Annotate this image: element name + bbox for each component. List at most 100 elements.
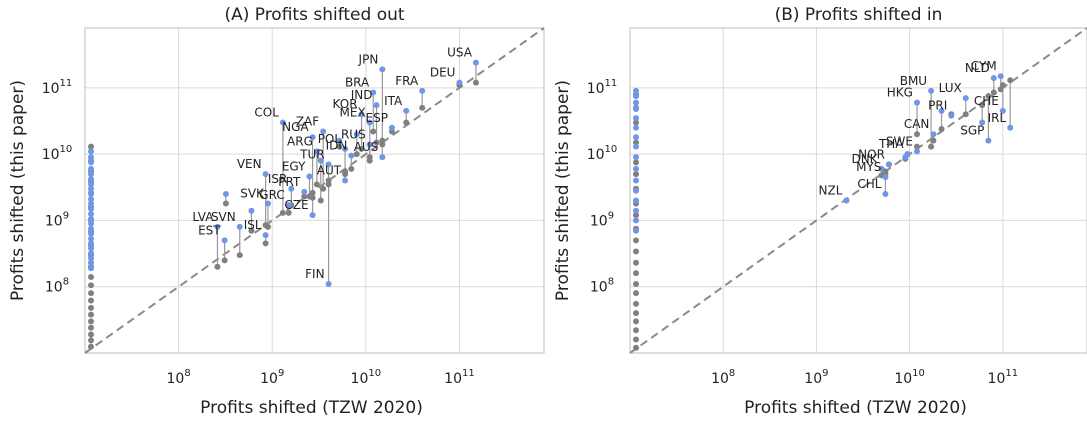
point-this-paper (913, 148, 920, 155)
point-this-paper (882, 174, 889, 181)
y-tick-label: 1010 (42, 144, 73, 163)
point-tzw (285, 209, 292, 216)
point-this-paper (403, 107, 410, 114)
country-label: ESP (366, 111, 388, 125)
axis-point-this-paper (88, 185, 94, 192)
point-tzw (325, 177, 332, 184)
axis-point-this-paper (633, 115, 639, 122)
axis-point-tzw (633, 119, 639, 126)
axis-point-this-paper (633, 87, 639, 94)
axis-point-tzw (633, 327, 639, 334)
point-this-paper (325, 280, 332, 287)
country-label: USA (447, 46, 473, 60)
axis-point-this-paper (88, 176, 94, 183)
axis-point-this-paper (88, 255, 94, 262)
point-this-paper (388, 124, 395, 131)
point-this-paper (248, 207, 255, 214)
country-label: ISR (268, 172, 288, 186)
y-tick-label: 108 (45, 277, 69, 296)
x-tick-label: 1010 (894, 368, 925, 387)
point-this-paper (843, 197, 850, 204)
country-label: NLD (965, 61, 990, 75)
point-this-paper (306, 173, 313, 180)
axis-point-tzw (88, 304, 94, 311)
axis-point-this-paper (633, 93, 639, 100)
point-this-paper (262, 232, 269, 239)
point-this-paper (999, 107, 1006, 114)
country-label: IND (351, 88, 373, 102)
point-this-paper (948, 112, 955, 119)
axis-point-this-paper (88, 220, 94, 227)
reference-line (629, 27, 1087, 354)
point-this-paper (366, 119, 373, 126)
country-label: EST (198, 223, 221, 237)
point-tzw (379, 141, 386, 148)
country-label: BRA (345, 76, 370, 90)
axis-point-this-paper (633, 124, 639, 131)
point-this-paper (317, 157, 324, 164)
country-label: IDN (326, 139, 348, 153)
point-this-paper (885, 161, 892, 168)
axis-point-tzw (88, 143, 94, 150)
point-this-paper (313, 148, 320, 155)
point-this-paper (938, 107, 945, 114)
x-tick-label: 1010 (351, 368, 382, 387)
axis-point-this-paper (88, 159, 94, 166)
y-tick-label: 109 (45, 210, 69, 229)
axis-point-tzw (88, 282, 94, 289)
country-label: PRT (278, 175, 301, 189)
country-label: ITA (384, 94, 403, 108)
axis-point-tzw (88, 324, 94, 331)
country-label: NZL (819, 183, 843, 197)
point-this-paper (342, 145, 349, 152)
axis-point-this-paper (88, 171, 94, 178)
country-label: SWE (886, 134, 913, 148)
point-tzw (882, 168, 889, 175)
point-tzw (236, 252, 243, 259)
point-this-paper (1007, 124, 1014, 131)
country-label: ARG (287, 134, 313, 148)
country-label: COL (254, 106, 279, 120)
axis-point-tzw (633, 290, 639, 297)
point-this-paper (985, 137, 992, 144)
country-label: DNK (851, 152, 878, 166)
axis-point-this-paper (88, 245, 94, 252)
point-tzw (913, 131, 920, 138)
point-this-paper (222, 191, 229, 198)
axis-point-this-paper (88, 211, 94, 218)
point-this-paper (320, 128, 327, 135)
axis-point-this-paper (88, 225, 94, 232)
point-tzw (930, 137, 937, 144)
y-axis-label: Profits shifted (this paper) (553, 80, 573, 301)
point-tzw (348, 165, 355, 172)
point-tzw (317, 197, 324, 204)
point-tzw (264, 223, 271, 230)
panel-title: (A) Profits shifted out (224, 5, 404, 25)
point-tzw (938, 125, 945, 132)
axis-point-tzw (633, 300, 639, 307)
point-this-paper (342, 177, 349, 184)
point-this-paper (990, 75, 997, 82)
plot-frame (84, 27, 545, 354)
axis-point-this-paper (633, 134, 639, 141)
point-tzw (370, 128, 377, 135)
point-tzw (979, 102, 986, 109)
axis-point-this-paper (88, 200, 94, 207)
point-this-paper (309, 212, 316, 219)
axis-point-tzw (633, 344, 639, 351)
axis-point-this-paper (88, 205, 94, 212)
point-tzw (320, 185, 327, 192)
point-tzw (913, 143, 920, 150)
x-axis-label: Profits shifted (TZW 2020) (200, 398, 423, 418)
axis-point-this-paper (88, 196, 94, 203)
point-this-paper (262, 171, 269, 178)
country-label: MYS (856, 160, 881, 174)
y-tick-label: 1010 (587, 144, 618, 163)
country-label: EGY (282, 159, 306, 173)
axis-point-this-paper (88, 216, 94, 223)
axis-point-this-paper (88, 165, 94, 172)
country-label: CHL (857, 177, 881, 191)
axis-point-this-paper (88, 240, 94, 247)
